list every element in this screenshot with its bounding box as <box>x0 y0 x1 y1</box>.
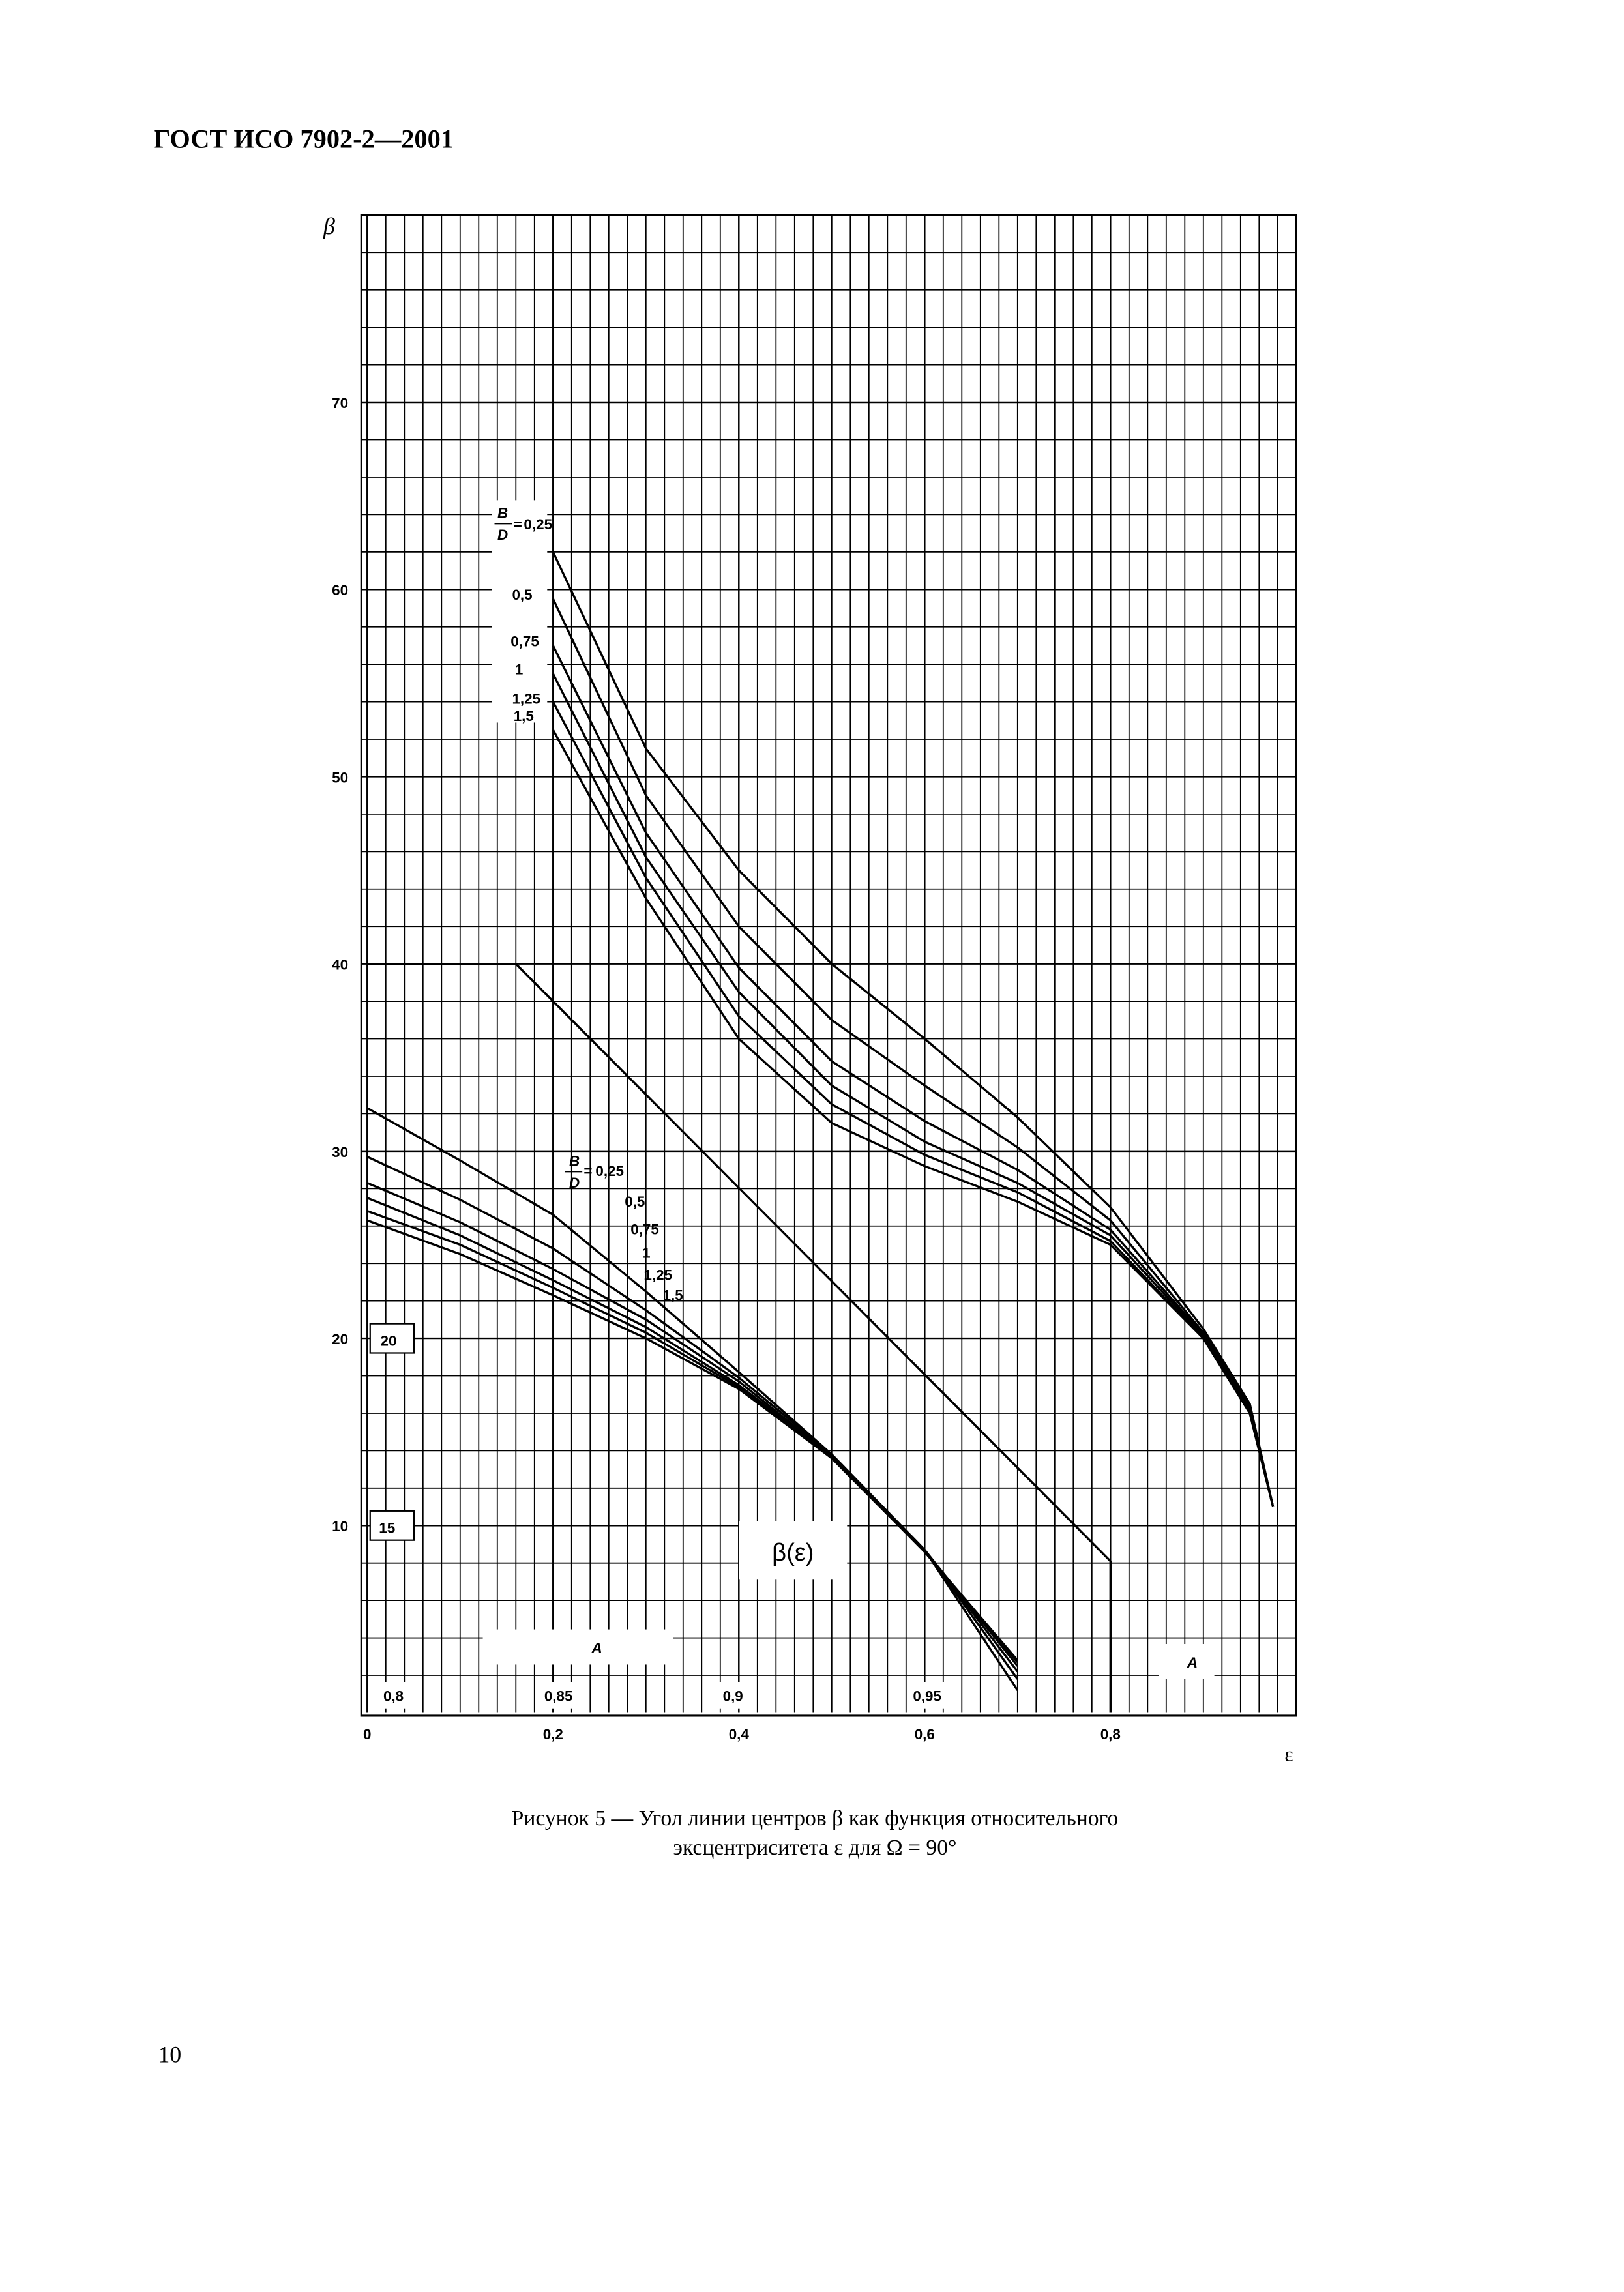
page-number: 10 <box>158 2042 181 2068</box>
scale-name: A <box>591 1639 602 1656</box>
label-box <box>716 1682 755 1709</box>
x-tick-label: 0,8 <box>1100 1726 1121 1742</box>
curve-label: 1,25 <box>512 690 540 707</box>
curve-label: 1,25 <box>643 1267 672 1283</box>
curve-label: 0,75 <box>630 1222 659 1238</box>
label-box <box>369 1510 415 1541</box>
data-line <box>367 962 1112 1713</box>
scale-label: 0,85 <box>544 1688 573 1705</box>
y-tick-label: 10 <box>332 1518 348 1535</box>
data-line <box>366 1219 1019 1662</box>
scale-label: 0,9 <box>723 1688 743 1705</box>
scale-label: 0,8 <box>383 1688 404 1705</box>
curve-label: 0,5 <box>625 1194 645 1210</box>
label-box <box>739 1521 848 1580</box>
curve-label: 0,5 <box>512 587 532 603</box>
caption-line: Рисунок 5 — Угол линии центров β как фун… <box>512 1806 1119 1830</box>
chart-labels: β ε B D = 0,25 0,5 0,75 1 1,25 1,5 B D =… <box>323 213 1293 1766</box>
function-label: β(ε) <box>772 1538 814 1566</box>
x-tick-label: 0,4 <box>729 1726 750 1742</box>
y-axis-label: β <box>323 213 335 239</box>
curve-label: 0,25 <box>595 1163 624 1179</box>
eq-sign: = <box>514 516 522 533</box>
curve-label: 1 <box>515 661 523 677</box>
y-tick-label: 60 <box>332 582 348 598</box>
side-label: 20 <box>380 1332 396 1349</box>
label-box <box>370 1682 415 1709</box>
y-tick-label: 20 <box>332 1331 348 1347</box>
y-tick-label: 50 <box>332 769 348 786</box>
ratio-numerator: B <box>569 1153 580 1169</box>
curve-label: 1,5 <box>514 708 534 724</box>
ratio-denominator: D <box>569 1175 580 1191</box>
chart: 10 20 30 40 50 60 70 0 0,2 0,4 0,6 0,8 <box>332 214 1297 1742</box>
x-axis-label: ε <box>1284 1743 1293 1766</box>
label-mask <box>492 500 548 723</box>
curve-label: 1,5 <box>663 1287 683 1304</box>
curve-label: 0,75 <box>510 634 539 650</box>
x-tick-label: 0,6 <box>915 1726 935 1742</box>
curve-label: 1 <box>642 1245 650 1261</box>
y-tick-label: 70 <box>332 395 348 411</box>
scale-name: A <box>1187 1654 1198 1671</box>
data-line <box>366 1197 1019 1667</box>
curve-label: 0,25 <box>524 516 552 533</box>
label-box <box>369 1323 415 1354</box>
eq-sign: = <box>583 1163 592 1179</box>
label-box <box>1159 1644 1215 1679</box>
ratio-denominator: D <box>497 527 508 543</box>
data-line <box>552 729 1275 1507</box>
label-box <box>538 1682 583 1709</box>
scale-label: 0,95 <box>913 1688 941 1705</box>
ratio-numerator: B <box>497 505 508 521</box>
x-tick-label: 0 <box>363 1726 371 1742</box>
label-box <box>907 1682 951 1709</box>
x-tick-label: 0,2 <box>543 1726 563 1742</box>
label-box <box>482 1629 673 1665</box>
side-label: 15 <box>379 1520 395 1536</box>
data-line <box>552 551 1275 1507</box>
caption-line: эксцентриситета ε для Ω = 90° <box>673 1836 956 1860</box>
y-tick-label: 30 <box>332 1144 348 1160</box>
y-tick-label: 40 <box>332 957 348 973</box>
header: ГОСТ ИСО 7902-2—2001 <box>154 125 454 154</box>
